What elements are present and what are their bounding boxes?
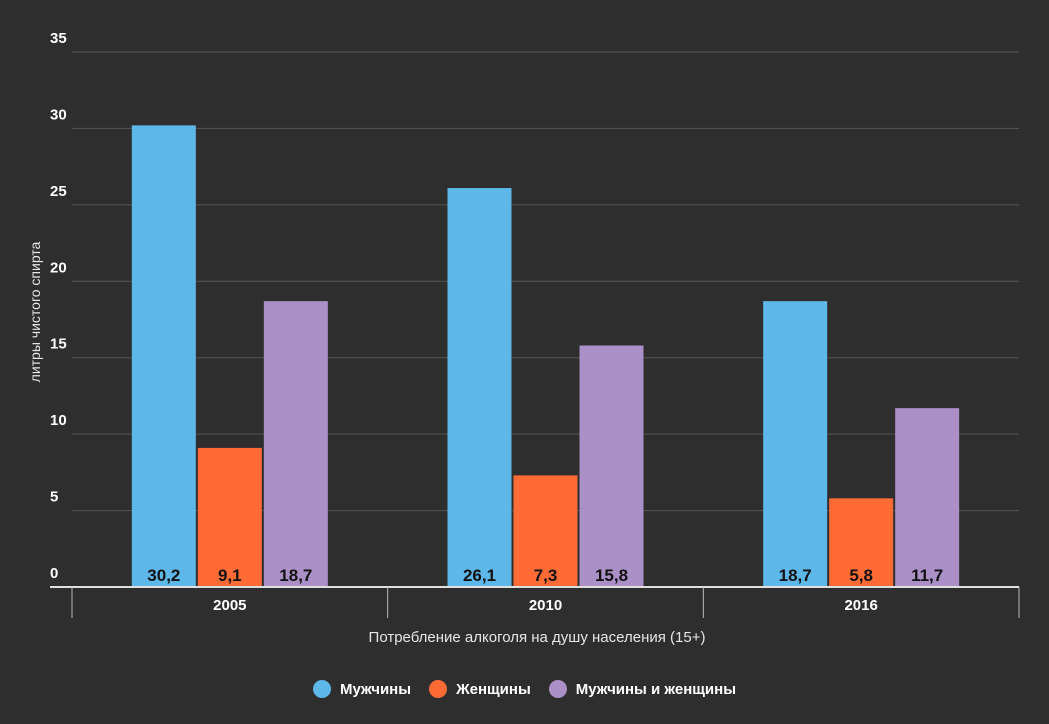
- bars: 30,2 9,1 18,7 26,1 7,3 15,8 18,7 5,8 11,7: [131, 125, 960, 588]
- bar-value-label: 9,1: [218, 566, 242, 585]
- y-tick-label: 5: [50, 489, 58, 506]
- bar: [197, 447, 262, 587]
- x-axis-title: Потребление алкоголя на душу населения (…: [369, 629, 706, 646]
- y-tick-label: 30: [50, 106, 67, 123]
- bar-value-label: 30,2: [147, 566, 180, 585]
- y-tick-label: 25: [50, 183, 67, 200]
- y-axis-title: литры чистого спирта: [27, 241, 43, 382]
- bar-value-label: 7,3: [534, 566, 558, 585]
- bar: [763, 301, 828, 587]
- x-tick-label: 2010: [529, 597, 562, 614]
- bar-value-label: 15,8: [595, 566, 628, 585]
- bar: [263, 301, 328, 587]
- bar-value-label: 18,7: [779, 566, 812, 585]
- legend-item: Мужчины и женщины: [548, 680, 737, 698]
- legend-item: Женщины: [429, 680, 531, 698]
- legend-label: Мужчины: [339, 680, 412, 698]
- x-tick-label: 2016: [844, 597, 877, 614]
- bar-value-label: 26,1: [463, 566, 496, 585]
- bar: [447, 188, 512, 588]
- legend-swatch: [548, 680, 567, 698]
- y-tick-label: 10: [50, 412, 67, 429]
- bar: [895, 408, 960, 587]
- bar: [579, 345, 644, 587]
- x-tick-label: 2005: [213, 597, 246, 614]
- legend-label: Женщины: [456, 680, 531, 698]
- y-tick-label: 15: [50, 336, 67, 353]
- bar: [513, 475, 578, 587]
- y-tick-label: 0: [50, 565, 58, 582]
- axes: 2005 2010 2016: [50, 586, 1020, 618]
- grid: 0 5 10 15 20 25 30 35: [50, 30, 1019, 582]
- bar-value-label: 5,8: [849, 566, 873, 585]
- legend-swatch: [312, 680, 331, 698]
- legend-item: Мужчины: [312, 680, 412, 698]
- bar: [829, 498, 894, 587]
- legend: Мужчины Женщины Мужчины и женщины: [0, 680, 1049, 698]
- legend-swatch: [429, 680, 448, 698]
- bar-value-label: 11,7: [911, 566, 943, 585]
- bar-value-label: 18,7: [279, 566, 312, 585]
- bar: [131, 125, 196, 587]
- y-tick-label: 35: [50, 30, 67, 47]
- legend-label: Мужчины и женщины: [575, 680, 737, 698]
- y-tick-label: 20: [50, 259, 67, 276]
